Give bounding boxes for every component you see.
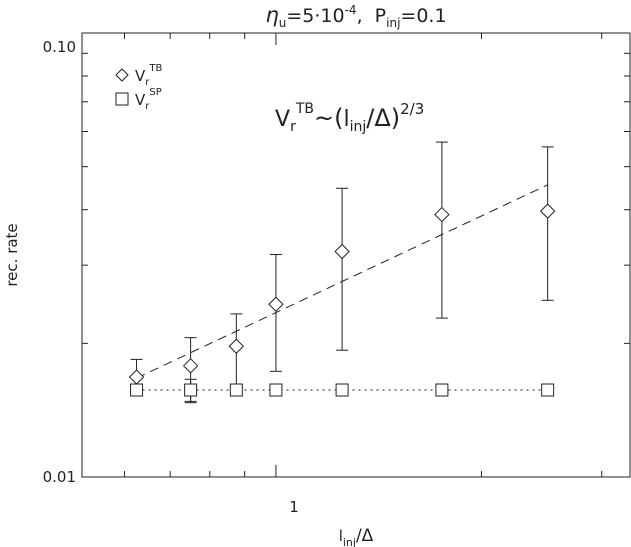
diamond-marker — [228, 338, 245, 354]
x-tick-label: 1 — [289, 498, 299, 516]
title-eta: η — [265, 3, 278, 27]
diamond-marker — [434, 206, 450, 223]
square-marker — [435, 383, 449, 397]
annot-inj: inj — [350, 119, 367, 135]
legend-diamond-marker — [115, 68, 129, 82]
legend-square-marker — [115, 92, 129, 106]
legend-tb-main: V — [135, 67, 146, 85]
axis-ticks — [82, 32, 630, 478]
annot-rest: /Δ) — [366, 104, 400, 132]
legend-sp-sub: r — [145, 101, 150, 112]
square-marker — [335, 383, 349, 397]
title-p-sub: inj — [386, 16, 400, 30]
diamond-marker — [128, 369, 145, 385]
square-marker — [130, 383, 144, 397]
legend-tb-sub: r — [145, 77, 150, 88]
annot-r: r — [290, 119, 296, 135]
x-axis-rest: /Δ — [356, 526, 374, 546]
diamond-marker — [268, 296, 284, 312]
x-axis-label: linj/Δ — [339, 526, 374, 547]
square-marker — [229, 383, 243, 397]
title-p-val: =0.1 — [400, 5, 446, 27]
legend-label-tb: Vr TB — [135, 63, 162, 88]
x-axis-sub: inj — [343, 536, 356, 547]
title-sep: , P — [357, 5, 387, 27]
x-axis-l: l — [339, 527, 343, 545]
annot-tilde: ~( — [314, 104, 343, 132]
legend-label-sp: Vr SP — [135, 87, 162, 112]
square-marker — [541, 383, 555, 397]
annot-exp: 2/3 — [400, 100, 424, 118]
title-exp: -4 — [345, 3, 357, 17]
annot-l: l — [343, 107, 349, 132]
y-tick-label: 0.10 — [43, 38, 76, 56]
diamond-marker — [334, 243, 350, 260]
diamond-marker — [182, 358, 199, 374]
y-tick-label: 0.01 — [43, 468, 76, 486]
legend: VrTB VrSP — [115, 63, 162, 112]
square-marker — [269, 383, 283, 397]
annot-tb: TB — [295, 101, 314, 117]
square-marker — [184, 383, 198, 397]
legend-tb-sup: TB — [148, 63, 162, 74]
annot-v: V — [275, 107, 290, 132]
plot-title: ηu=5·10-4, Pinj=0.1 — [265, 3, 446, 30]
y-axis-label: rec. rate — [3, 223, 21, 286]
title-eta-sub: u — [279, 16, 287, 30]
data-markers — [128, 203, 556, 397]
plot-frame — [81, 32, 631, 478]
legend-sp-main: V — [135, 91, 146, 109]
diamond-marker — [539, 203, 556, 219]
scaling-annotation: Vr TB~(linj/Δ)2/3 — [275, 100, 424, 135]
legend-sp-sup: SP — [149, 87, 161, 98]
title-eq: =5·10 — [286, 5, 344, 27]
